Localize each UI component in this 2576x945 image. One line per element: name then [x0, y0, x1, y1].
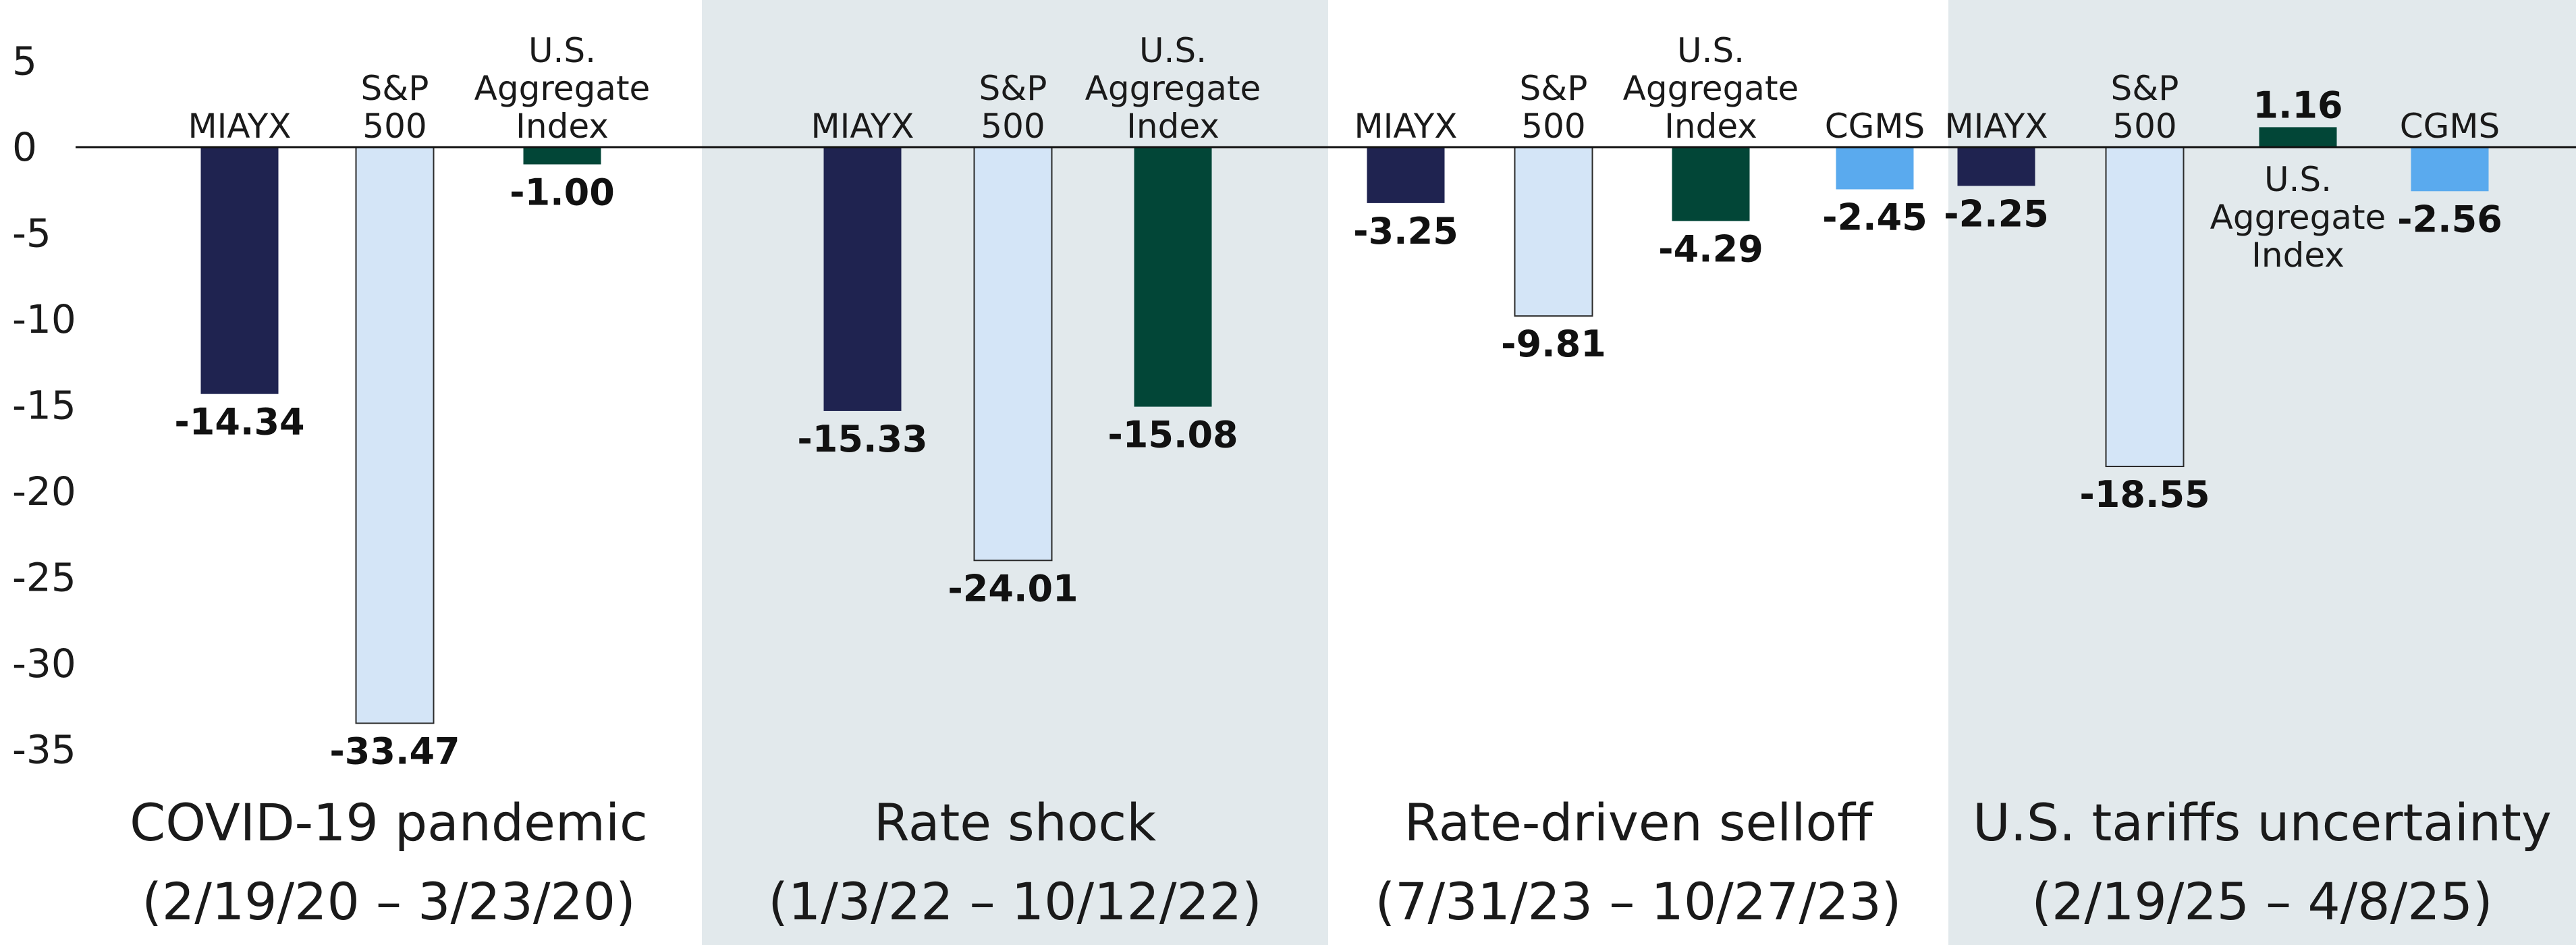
category-label-line: Aggregate: [1085, 69, 1261, 108]
category-label: CGMS: [1825, 107, 1925, 146]
bar: [355, 146, 435, 724]
y-tick-label: -25: [12, 555, 76, 601]
data-label: -9.81: [1501, 323, 1606, 365]
group-label-dates: (1/3/22 – 10/12/22): [768, 871, 1262, 932]
category-label: U.S. Aggregate Index: [1623, 31, 1799, 146]
data-label: -15.08: [1107, 414, 1238, 456]
group-labels: COVID-19 pandemic (2/19/20 – 3/23/20) Rate…: [130, 792, 2552, 932]
category-label-line: 500: [1521, 107, 1585, 146]
bar-group-2: -15.33 MIAYX -24.01 S&P 500 -15.08 U.S. Aggrega…: [797, 31, 1261, 610]
data-label: -1.00: [510, 171, 615, 214]
group-label-name: COVID-19 pandemic: [130, 792, 648, 853]
data-label: -33.47: [329, 730, 460, 772]
category-label-line: MIAYX: [188, 107, 291, 146]
category-label: U.S. Aggregate Index: [1085, 31, 1261, 146]
category-label: S&P 500: [2111, 69, 2179, 146]
category-label-line: S&P: [361, 69, 429, 108]
bar: [200, 147, 279, 394]
category-label-line: Index: [1126, 107, 1220, 146]
category-label-line: U.S.: [1677, 31, 1745, 70]
bar: [1514, 146, 1593, 317]
category-label: S&P 500: [979, 69, 1047, 146]
data-label: -15.33: [797, 418, 927, 460]
data-label: -3.25: [1353, 210, 1458, 252]
category-label: U.S. Aggregate Index: [2210, 160, 2386, 275]
category-label-line: S&P: [979, 69, 1047, 108]
category-label: MIAYX: [1354, 107, 1457, 146]
y-tick-label: -10: [12, 296, 76, 342]
bar: [523, 147, 601, 165]
category-label-line: 500: [362, 107, 427, 146]
category-label: MIAYX: [188, 107, 291, 146]
bar: [823, 147, 902, 411]
bar: [2105, 146, 2185, 468]
y-tick-label: -5: [12, 211, 51, 256]
category-label-line: 500: [981, 107, 1045, 146]
bar: [973, 146, 1053, 562]
data-label: 1.16: [2253, 84, 2342, 126]
category-label: MIAYX: [1944, 107, 2048, 146]
category-label-line: Index: [516, 107, 609, 146]
data-label: -24.01: [948, 567, 1078, 610]
bar-group-3: -3.25 MIAYX -9.81 S&P 500 -4.29 U.S. Aggregate I…: [1353, 31, 1927, 365]
group-label-dates: (2/19/25 – 4/8/25): [2031, 871, 2492, 932]
category-label-line: MIAYX: [811, 107, 914, 146]
data-label: -4.29: [1658, 227, 1763, 270]
y-tick-label: 5: [12, 38, 37, 84]
category-label-line: U.S.: [2264, 160, 2332, 199]
bar: [2411, 147, 2489, 192]
category-label-line: 500: [2112, 107, 2176, 146]
category-label: S&P 500: [1520, 69, 1588, 146]
group-label-dates: (7/31/23 – 10/27/23): [1375, 871, 1902, 932]
category-label-line: MIAYX: [1944, 107, 2048, 146]
category-label-line: Aggregate: [474, 69, 651, 108]
category-label-line: Index: [1664, 107, 1757, 146]
y-tick-label: -30: [12, 641, 76, 686]
category-label-line: U.S.: [528, 31, 596, 70]
y-tick-label: -35: [12, 727, 76, 773]
bar: [1134, 147, 1212, 407]
y-tick-label: -15: [12, 383, 76, 429]
data-label: -2.45: [1822, 196, 1927, 238]
data-label: -14.34: [174, 401, 304, 443]
category-label-line: Aggregate: [1623, 69, 1799, 108]
bar: [1672, 147, 1750, 221]
group-label-name: Rate-driven selloff: [1404, 792, 1873, 853]
category-label-line: Aggregate: [2210, 198, 2386, 237]
category-label: S&P 500: [361, 69, 429, 146]
y-tick-label: 0: [12, 124, 37, 170]
group-label-dates: (2/19/20 – 3/23/20): [142, 871, 636, 932]
category-label: CGMS: [2400, 107, 2500, 146]
bar-group-4: -2.25 MIAYX -18.55 S&P 500 1.16 U.S. Aggregate I…: [1944, 69, 2502, 516]
bar: [1367, 147, 1445, 203]
bar: [1836, 147, 1914, 190]
data-label: -2.25: [1944, 192, 2049, 235]
category-label-line: S&P: [2111, 69, 2179, 108]
category-label: MIAYX: [811, 107, 914, 146]
data-label: -2.56: [2397, 198, 2502, 240]
group-label-name: Rate shock: [874, 792, 1156, 853]
category-label-line: Index: [2251, 236, 2345, 275]
group-label-name: U.S. tariffs uncertainty: [1973, 792, 2552, 853]
bar: [1957, 147, 2035, 186]
bar-group-1: -14.34 MIAYX -33.47 S&P 500 -1.00 U.S. Aggregat…: [174, 31, 650, 772]
category-label-line: S&P: [1520, 69, 1588, 108]
y-tick-label: -20: [12, 468, 76, 514]
data-label: -18.55: [2079, 473, 2210, 516]
category-label: U.S. Aggregate Index: [474, 31, 651, 146]
category-label-line: CGMS: [1825, 107, 1925, 146]
y-axis: 5 0 -5 -10 -15 -20 -25 -30 -35: [12, 38, 76, 773]
bar: [2259, 127, 2337, 147]
category-label-line: MIAYX: [1354, 107, 1457, 146]
category-label-line: CGMS: [2400, 107, 2500, 146]
category-label-line: U.S.: [1139, 31, 1207, 70]
